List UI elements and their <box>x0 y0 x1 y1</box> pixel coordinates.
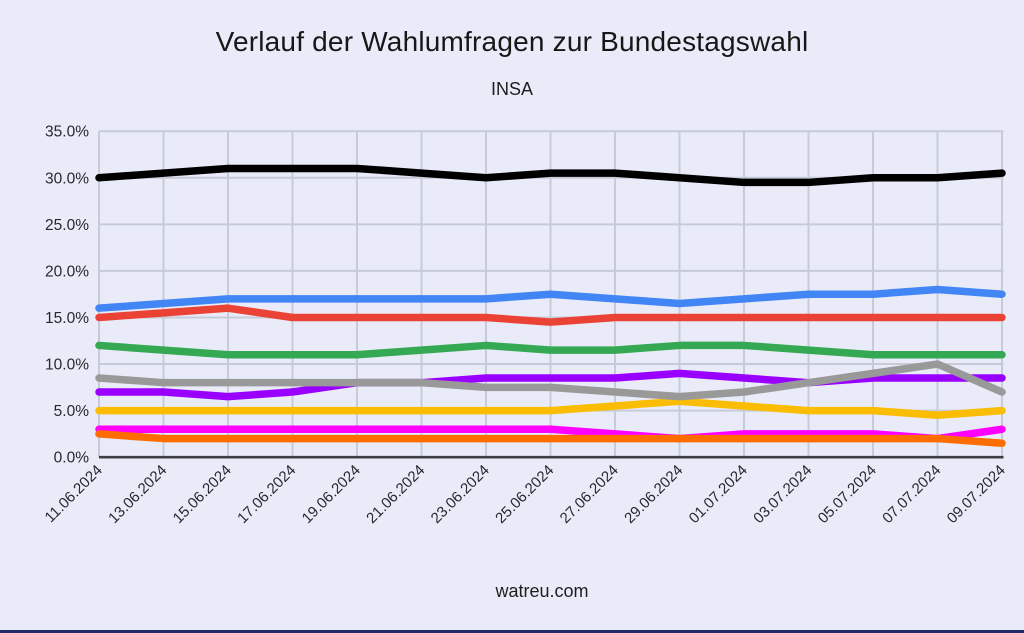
series-line-blue <box>95 285 1006 312</box>
series-line-orange <box>95 430 1006 447</box>
x-axis-tick-label: 15.06.2024 <box>170 462 235 527</box>
x-axis-tick-label: 21.06.2024 <box>363 462 428 527</box>
y-axis-tick-label: 20.0% <box>45 263 89 280</box>
y-axis-tick-label: 35.0% <box>45 124 89 141</box>
y-axis-tick-label: 5.0% <box>54 403 90 420</box>
x-axis-tick-label: 25.06.2024 <box>492 462 557 527</box>
x-axis-tick-label: 01.07.2024 <box>686 462 751 527</box>
source-text: watreu.com <box>495 581 589 601</box>
y-axis-tick-label: 15.0% <box>45 310 89 327</box>
x-axis-tick-label: 13.06.2024 <box>105 462 170 527</box>
x-axis-tick-label: 17.06.2024 <box>234 462 299 527</box>
y-axis-tick-label: 0.0% <box>54 450 90 467</box>
x-axis-tick-label: 07.07.2024 <box>879 462 944 527</box>
chart-subtitle: INSA <box>490 79 533 99</box>
x-axis-tick-label: 11.06.2024 <box>42 462 106 526</box>
bottom-accent-bar <box>0 630 1024 633</box>
x-axis-tick-label: 09.07.2024 <box>944 462 1009 527</box>
series-line-gray <box>95 360 1006 401</box>
x-axis-tick-label: 23.06.2024 <box>428 462 493 527</box>
series-line-yellow <box>95 397 1006 420</box>
x-axis-tick-label: 03.07.2024 <box>750 462 815 527</box>
series-line-green <box>95 341 1006 359</box>
x-axis-tick-label: 19.06.2024 <box>299 462 364 527</box>
y-axis-tick-label: 25.0% <box>45 217 89 234</box>
x-axis-tick-label: 29.06.2024 <box>621 462 686 527</box>
x-axis-tick-label: 27.06.2024 <box>557 462 622 527</box>
y-axis-tick-label: 30.0% <box>45 170 89 187</box>
y-axis-tick-label: 10.0% <box>45 357 89 374</box>
x-axis-tick-label: 05.07.2024 <box>815 462 880 527</box>
series-line-red <box>95 304 1006 326</box>
series-line-black <box>95 164 1006 187</box>
series-line-magenta <box>95 425 1006 443</box>
chart-title: Verlauf der Wahlumfragen zur Bundestagsw… <box>215 26 809 57</box>
